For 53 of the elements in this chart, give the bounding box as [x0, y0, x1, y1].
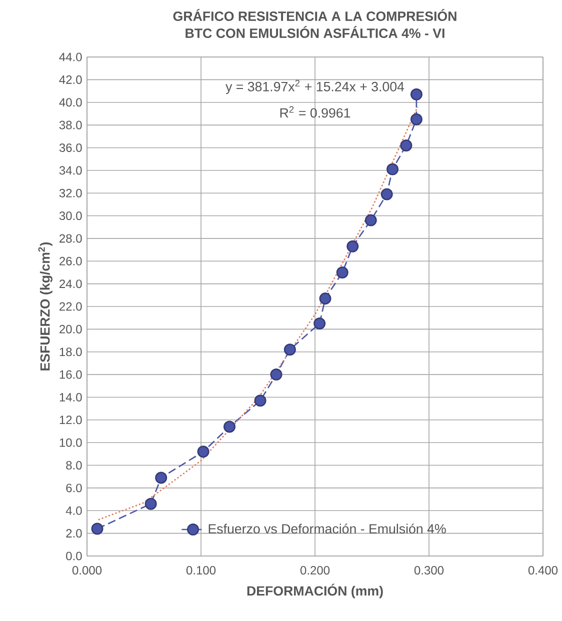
- point: [386, 163, 398, 176]
- y-tick-label: 38.0: [59, 120, 82, 130]
- point: [223, 420, 236, 433]
- y-tick-label: 32.0: [59, 188, 82, 198]
- y-tick-label: 6.0: [66, 484, 82, 492]
- point: [270, 368, 282, 381]
- y-tick-label: 24.0: [59, 280, 82, 288]
- y-tick-label: 2.0: [66, 529, 82, 538]
- y-tick-label: 44.0: [58, 52, 82, 62]
- point: [410, 113, 422, 126]
- y-tick-label: 4.0: [66, 506, 82, 515]
- point: [284, 344, 296, 356]
- chart-subtitle: BTC CON EMULSIÓN ASFÁLTICA 4% - VI: [185, 26, 444, 38]
- y-tick-label: 30.0: [59, 212, 82, 220]
- y-tick-label: 28.0: [59, 234, 82, 243]
- y-tick-label: 16.0: [60, 370, 82, 379]
- point: [319, 292, 332, 305]
- x-tick-label: 0.200: [300, 566, 330, 575]
- point: [154, 472, 167, 484]
- point: [400, 139, 412, 152]
- y-tick-label: 26.0: [59, 256, 82, 266]
- y-axis-title: ESFUERZO (kg/cm$^{2}$): [38, 242, 52, 370]
- point: [313, 318, 326, 330]
- y-tick-label: 20.0: [59, 324, 82, 334]
- point: [91, 522, 104, 535]
- point: [410, 88, 422, 100]
- point: [364, 214, 377, 226]
- x-tick-label: 0.000: [72, 566, 102, 575]
- x-tick-label: 0.400: [528, 566, 558, 575]
- y-tick-label: 36.0: [59, 143, 82, 152]
- y-tick-label: 34.0: [59, 166, 82, 175]
- x-tick-label: 0.300: [414, 566, 444, 575]
- annotation: y = 381.97x$^{2}$ + 15.24x + 3.004: [225, 80, 404, 94]
- y-tick-label: 22.0: [59, 302, 82, 311]
- point: [254, 394, 266, 407]
- x-tick-label: 0.100: [186, 566, 216, 575]
- point: [380, 188, 393, 200]
- y-tick-label: 12.0: [60, 416, 82, 424]
- y-tick-label: 10.0: [60, 438, 82, 447]
- point: [144, 498, 157, 510]
- y-tick-label: 8.0: [66, 461, 82, 470]
- chart-title: GRÁFICO RESISTENCIA A LA COMPRESIÓN: [173, 9, 456, 21]
- point: [346, 240, 358, 252]
- point: [197, 446, 210, 458]
- y-tick-label: 0.0: [66, 552, 82, 560]
- y-tick-label: 18.0: [60, 348, 82, 356]
- y-tick-label: 14.0: [60, 392, 82, 402]
- x-axis-title: DEFORMACIÓN (mm): [247, 584, 383, 598]
- annotation: R$^{2}$ = 0.9961: [280, 106, 350, 118]
- legend-label: Esfuerzo vs Deformación - Emulsión 4%: [208, 524, 446, 534]
- point: [336, 266, 348, 278]
- y-tick-label: 42.0: [58, 75, 82, 84]
- y-tick-label: 40.0: [58, 98, 82, 107]
